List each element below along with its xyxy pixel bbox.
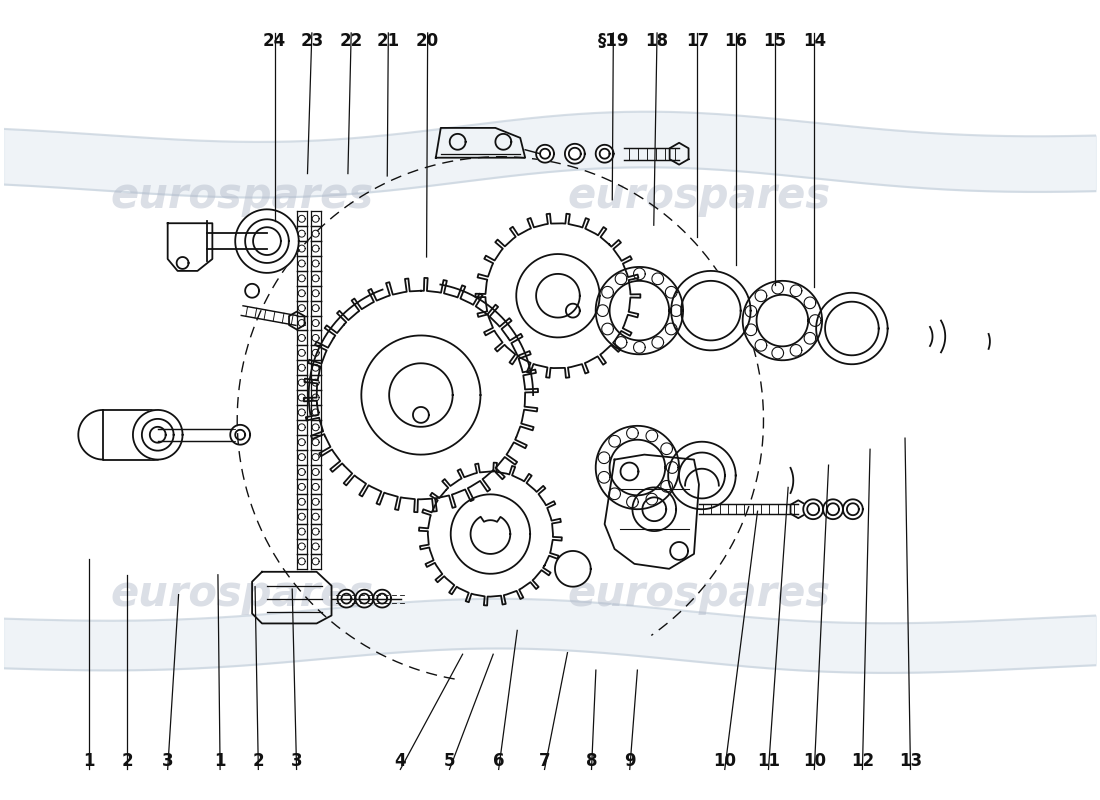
Text: 20: 20 [416, 32, 439, 50]
Polygon shape [235, 210, 299, 273]
Text: 18: 18 [646, 32, 669, 50]
Text: 14: 14 [803, 32, 826, 50]
Text: 22: 22 [340, 32, 363, 50]
Text: 10: 10 [713, 753, 736, 770]
Text: 13: 13 [899, 753, 922, 770]
Text: 16: 16 [724, 32, 747, 50]
Text: 21: 21 [377, 32, 400, 50]
Polygon shape [823, 499, 843, 519]
Polygon shape [596, 267, 683, 354]
Text: 9: 9 [624, 753, 636, 770]
Text: 23: 23 [300, 32, 323, 50]
Text: 7: 7 [539, 753, 550, 770]
Polygon shape [671, 271, 750, 350]
Text: 24: 24 [263, 32, 286, 50]
Polygon shape [245, 284, 258, 298]
Text: 2: 2 [121, 753, 133, 770]
Polygon shape [536, 145, 554, 162]
Text: 2: 2 [253, 753, 264, 770]
Text: 1: 1 [214, 753, 225, 770]
Polygon shape [133, 410, 183, 459]
Text: 11: 11 [757, 753, 780, 770]
Text: 15: 15 [763, 32, 786, 50]
Text: 1: 1 [84, 753, 95, 770]
Text: §19: §19 [597, 32, 629, 50]
Polygon shape [816, 293, 888, 364]
Text: 5: 5 [443, 753, 455, 770]
Polygon shape [843, 499, 862, 519]
Polygon shape [516, 254, 600, 338]
Text: 4: 4 [395, 753, 406, 770]
Text: eurospares: eurospares [111, 175, 374, 218]
Text: 3: 3 [290, 753, 303, 770]
Text: eurospares: eurospares [568, 175, 830, 218]
Polygon shape [355, 590, 373, 607]
Text: 10: 10 [803, 753, 826, 770]
Polygon shape [803, 499, 823, 519]
Polygon shape [596, 426, 679, 510]
Polygon shape [556, 551, 591, 586]
Polygon shape [596, 145, 614, 162]
Text: eurospares: eurospares [111, 573, 374, 614]
Text: 6: 6 [493, 753, 505, 770]
Polygon shape [742, 281, 822, 360]
Polygon shape [373, 590, 392, 607]
Polygon shape [668, 442, 736, 510]
Polygon shape [338, 590, 355, 607]
Text: 17: 17 [686, 32, 710, 50]
Text: 3: 3 [162, 753, 174, 770]
Polygon shape [451, 494, 530, 574]
Text: eurospares: eurospares [568, 573, 830, 614]
Text: 8: 8 [586, 753, 597, 770]
Text: 12: 12 [851, 753, 874, 770]
Polygon shape [565, 144, 585, 164]
Polygon shape [361, 335, 481, 454]
